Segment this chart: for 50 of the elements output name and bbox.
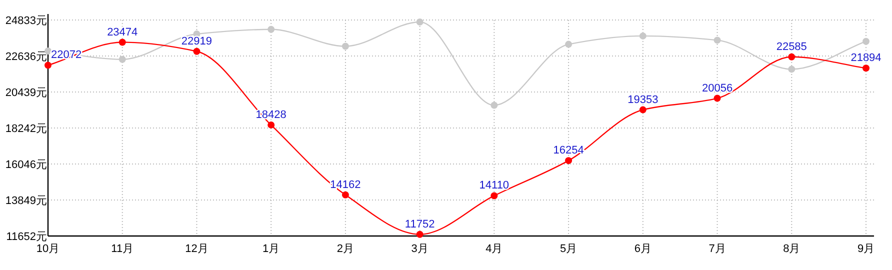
y-tick-label: 11652元 bbox=[6, 231, 47, 243]
x-tick-label: 9月 bbox=[857, 243, 875, 255]
point bbox=[490, 192, 498, 200]
data-label: 20056 bbox=[702, 82, 733, 94]
point bbox=[416, 230, 424, 238]
data-label: 23474 bbox=[107, 26, 138, 38]
point bbox=[639, 32, 646, 40]
x-tick-label: 5月 bbox=[560, 243, 578, 255]
x-tick-label: 11月 bbox=[111, 243, 134, 255]
point bbox=[714, 36, 721, 44]
point bbox=[268, 26, 275, 33]
x-tick-label: 6月 bbox=[634, 243, 652, 255]
x-tick-label: 4月 bbox=[486, 243, 503, 255]
x-tick-label: 1月 bbox=[262, 243, 280, 255]
x-tick-label: 7月 bbox=[708, 243, 726, 255]
point bbox=[565, 40, 572, 48]
data-label: 16254 bbox=[553, 144, 584, 157]
data-label: 21894 bbox=[850, 52, 882, 64]
point bbox=[639, 106, 646, 114]
y-tick-label: 24833元 bbox=[5, 15, 47, 27]
point bbox=[268, 121, 275, 128]
point bbox=[788, 53, 796, 60]
point bbox=[490, 102, 498, 109]
point bbox=[416, 18, 424, 26]
data-label: 19353 bbox=[628, 94, 658, 106]
data-label: 11752 bbox=[404, 218, 435, 230]
point bbox=[788, 66, 796, 73]
x-tick-label: 3月 bbox=[411, 243, 428, 255]
y-tick-label: 20439元 bbox=[5, 87, 47, 100]
point bbox=[342, 191, 349, 198]
x-tick-label: 10月 bbox=[36, 243, 60, 255]
y-tick-label: 13849元 bbox=[5, 194, 47, 207]
y-tick-label: 16046元 bbox=[5, 158, 47, 171]
x-tick-label: 12月 bbox=[185, 243, 208, 255]
point bbox=[118, 56, 126, 63]
point bbox=[714, 94, 721, 102]
x-tick-label: 8月 bbox=[783, 243, 800, 255]
y-tick-label: 18242元 bbox=[5, 123, 47, 136]
point bbox=[565, 157, 572, 164]
data-label: 22919 bbox=[181, 35, 212, 48]
point bbox=[193, 48, 200, 55]
point bbox=[118, 38, 126, 46]
point bbox=[44, 62, 52, 69]
data-label: 14110 bbox=[479, 180, 510, 192]
point bbox=[862, 38, 870, 45]
point bbox=[342, 42, 349, 50]
y-tick-label: 22636元 bbox=[5, 51, 47, 64]
data-label: 22585 bbox=[776, 40, 807, 53]
point bbox=[862, 64, 870, 72]
x-tick-label: 2月 bbox=[336, 243, 354, 255]
